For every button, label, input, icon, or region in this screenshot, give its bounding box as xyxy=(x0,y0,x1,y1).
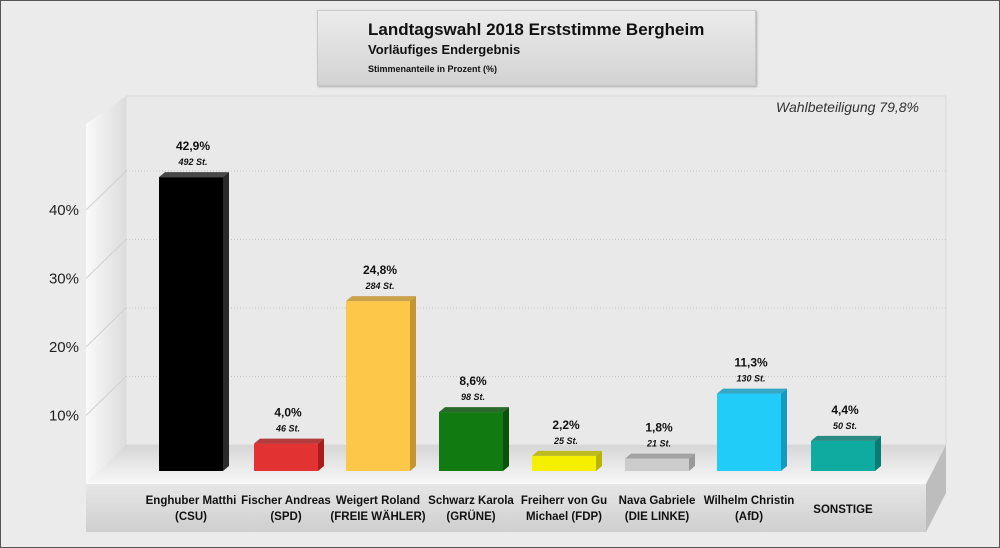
value-label: 2,2% xyxy=(552,418,580,432)
bar xyxy=(254,438,324,471)
y-tick-label: 20% xyxy=(49,339,79,356)
bar-top xyxy=(346,296,416,302)
gridline-side xyxy=(85,376,127,416)
bar xyxy=(717,388,787,471)
bar-front xyxy=(532,455,596,471)
band-side xyxy=(926,445,946,532)
back-wall xyxy=(125,95,947,446)
bar-side xyxy=(875,435,881,471)
category-label: Weigert Roland xyxy=(336,495,420,507)
y-tick-label: 30% xyxy=(49,271,79,288)
votes-label: 21 St. xyxy=(646,439,671,449)
bar xyxy=(439,407,509,471)
category-label: Schwarz Karola xyxy=(428,495,514,507)
left-wall xyxy=(86,96,126,484)
category-label: (DIE LINKE) xyxy=(625,511,690,523)
title-box: Landtagswahl 2018 Erststimme Bergheim Vo… xyxy=(317,10,756,86)
category-label: (AfD) xyxy=(735,511,763,523)
votes-label: 284 St. xyxy=(364,281,394,291)
bar xyxy=(625,453,695,471)
bar-top xyxy=(159,172,229,178)
category-label: Enghuber Matthi xyxy=(146,495,237,507)
bar-side xyxy=(596,450,602,471)
turnout-annotation: Wahlbeteiligung 79,8% xyxy=(776,99,919,115)
category-label: Fischer Andreas xyxy=(241,495,331,507)
bar-top xyxy=(625,453,695,459)
gridline-side xyxy=(85,239,127,279)
category-band xyxy=(86,484,926,532)
votes-label: 50 St. xyxy=(833,421,857,431)
bar-side xyxy=(503,407,509,471)
bar-side xyxy=(689,453,695,471)
bar-front xyxy=(254,443,318,471)
value-label: 42,9% xyxy=(176,139,210,153)
chart-subtitle: Vorläufiges Endergebnis xyxy=(368,42,521,57)
bar-top xyxy=(811,435,881,441)
bar xyxy=(532,450,602,471)
value-label: 8,6% xyxy=(459,374,487,388)
category-label: (SPD) xyxy=(270,511,301,523)
category-label: SONSTIGE xyxy=(813,504,873,516)
bar-front xyxy=(439,412,503,471)
gridline-side xyxy=(85,307,127,348)
category-label: Freiherr von Gu xyxy=(521,495,607,507)
chart-title: Landtagswahl 2018 Erststimme Bergheim xyxy=(368,20,705,39)
gridline-side xyxy=(85,170,127,211)
bar-top xyxy=(532,450,602,456)
bar-front xyxy=(811,440,875,471)
y-tick-label: 40% xyxy=(49,202,79,219)
category-label: (FREIE WÄHLER) xyxy=(330,510,425,523)
bar-top xyxy=(439,407,509,413)
category-label: Wilhelm Christin xyxy=(704,495,795,507)
y-tick-label: 10% xyxy=(49,408,79,425)
bar xyxy=(159,172,229,471)
value-label: 1,8% xyxy=(645,421,673,435)
bar-front xyxy=(625,458,689,471)
bar-side xyxy=(223,172,229,471)
value-label: 4,0% xyxy=(274,406,302,420)
bar-side xyxy=(410,296,416,471)
value-label: 24,8% xyxy=(363,263,397,277)
votes-label: 25 St. xyxy=(553,436,578,446)
bar-front xyxy=(159,177,223,471)
bar-side xyxy=(318,438,324,471)
value-label: 4,4% xyxy=(831,403,859,417)
category-label: (GRÜNE) xyxy=(446,510,495,523)
votes-label: 492 St. xyxy=(177,157,207,167)
bar xyxy=(811,435,881,471)
bar xyxy=(346,296,416,471)
votes-label: 98 St. xyxy=(461,392,485,402)
bar-side xyxy=(781,388,787,471)
votes-label: 130 St. xyxy=(736,374,765,384)
bar-top xyxy=(254,438,324,444)
value-label: 11,3% xyxy=(734,356,768,370)
category-label: Michael (FDP) xyxy=(526,511,602,523)
bar-top xyxy=(717,388,787,394)
category-label: (CSU) xyxy=(175,511,207,523)
category-label: Nava Gabriele xyxy=(619,495,696,507)
bar-front xyxy=(346,301,410,471)
bar-front xyxy=(717,393,781,471)
y-axis-label: Stimmenanteile in Prozent (%) xyxy=(368,64,498,74)
votes-label: 46 St. xyxy=(275,424,300,434)
